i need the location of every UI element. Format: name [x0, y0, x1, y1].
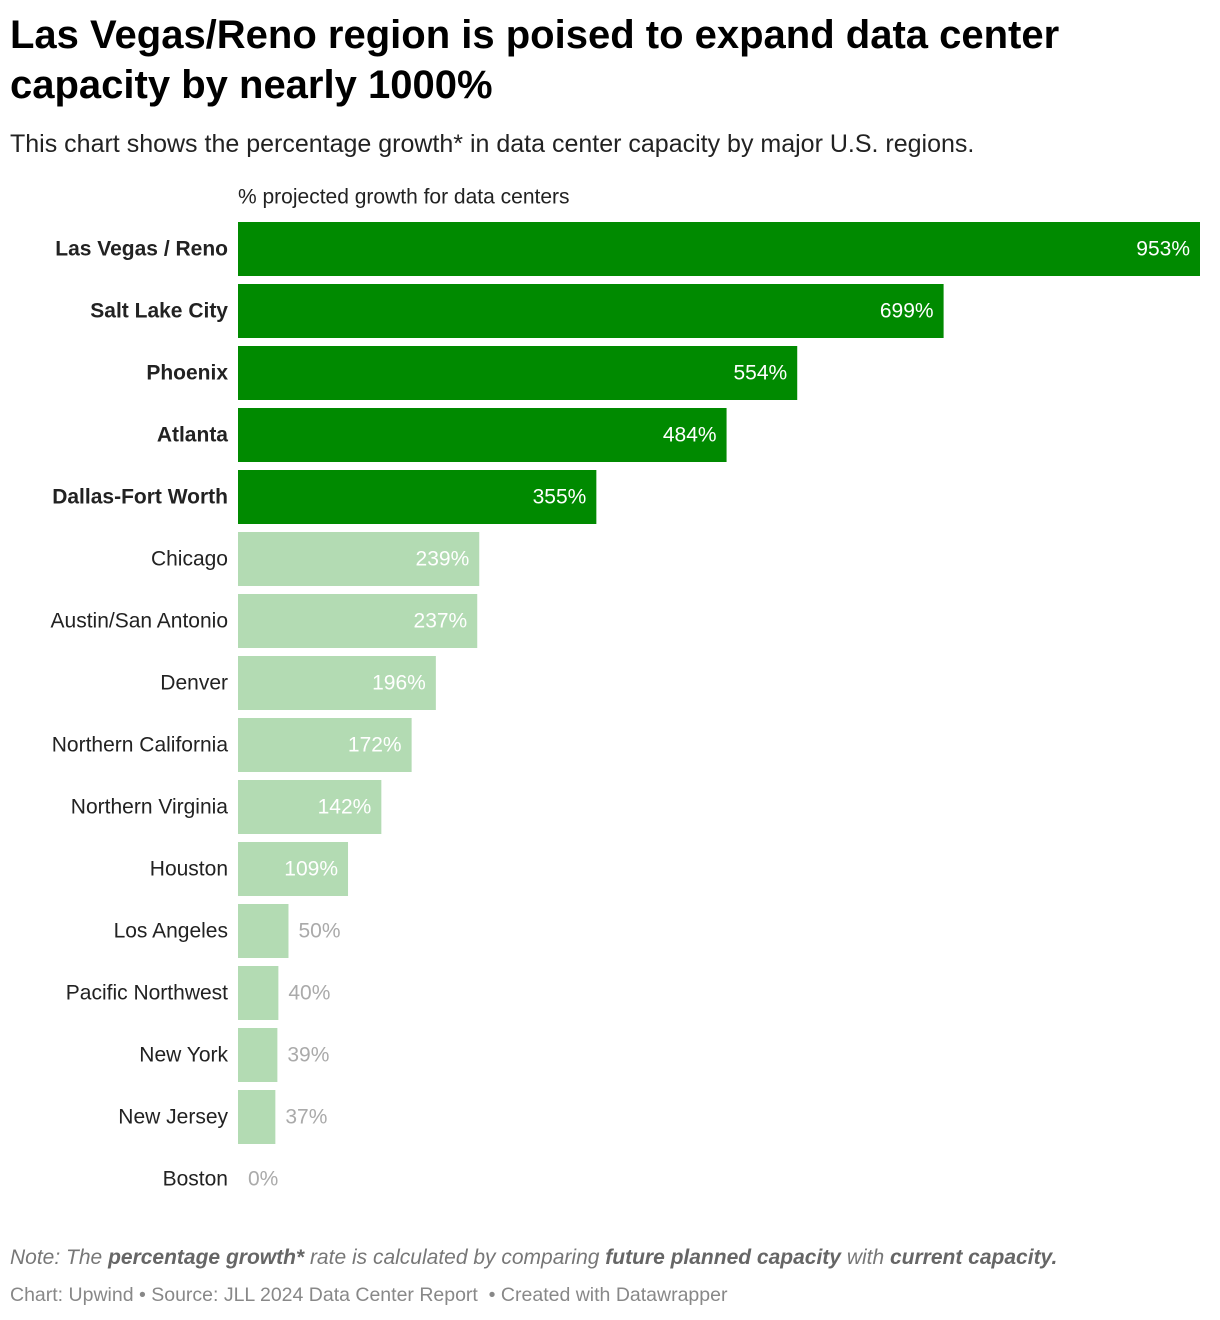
bar: [238, 346, 798, 400]
note-part: rate is calculated by comparing: [304, 1246, 606, 1269]
value-label: 699%: [880, 300, 934, 323]
value-label: 239%: [416, 548, 470, 571]
value-label: 554%: [734, 362, 788, 385]
bar: [238, 1028, 278, 1082]
note: Note: The percentage growth* rate is cal…: [10, 1246, 1057, 1270]
chart-subtitle: This chart shows the percentage growth* …: [10, 130, 975, 158]
note-part: current capacity.: [890, 1246, 1058, 1269]
category-label: New York: [139, 1044, 228, 1067]
bar: [238, 966, 279, 1020]
value-label: 142%: [318, 796, 372, 819]
value-label: 953%: [1136, 238, 1190, 261]
bar: [238, 656, 436, 710]
category-label: Northern Virginia: [71, 796, 229, 819]
value-label: 484%: [663, 424, 717, 447]
category-label: Phoenix: [146, 362, 228, 385]
value-label: 172%: [348, 734, 402, 757]
note-part: percentage growth*: [108, 1246, 305, 1269]
category-label: Dallas-Fort Worth: [52, 486, 228, 509]
bar: [238, 408, 727, 462]
category-label: Denver: [160, 672, 228, 695]
value-label: 0%: [248, 1168, 278, 1191]
bar: [238, 594, 478, 648]
axis-label: % projected growth for data centers: [238, 186, 570, 209]
bar: [238, 284, 944, 338]
note-part: future planned capacity: [605, 1246, 841, 1269]
value-label: 39%: [287, 1044, 329, 1067]
category-label: Northern California: [52, 734, 229, 757]
note-part: Note: The: [10, 1246, 109, 1269]
bar: [238, 842, 349, 896]
category-label: Las Vegas / Reno: [55, 238, 228, 261]
chart-title: Las Vegas/Reno region is poised to expan…: [10, 13, 1060, 107]
bar: [238, 470, 597, 524]
value-label: 237%: [414, 610, 468, 633]
category-label: Atlanta: [157, 424, 228, 447]
bar: [238, 718, 412, 772]
category-label: New Jersey: [118, 1106, 228, 1129]
category-label: Pacific Northwest: [66, 982, 228, 1005]
value-label: 50%: [298, 920, 340, 943]
bar: [238, 1090, 276, 1144]
note-part: with: [840, 1246, 890, 1269]
category-label: Los Angeles: [114, 920, 228, 943]
bar: [238, 222, 1200, 276]
category-label: Chicago: [151, 548, 228, 571]
category-label: Houston: [150, 858, 228, 881]
category-label: Salt Lake City: [90, 300, 228, 323]
value-label: 40%: [288, 982, 330, 1005]
bar: [238, 532, 480, 586]
bar: [238, 780, 382, 834]
value-label: 37%: [285, 1106, 327, 1129]
value-label: 109%: [284, 858, 338, 881]
category-label: Boston: [163, 1168, 228, 1191]
value-label: 355%: [533, 486, 587, 509]
footer: Chart: Upwind • Source: JLL 2024 Data Ce…: [10, 1284, 728, 1306]
value-label: 196%: [372, 672, 426, 695]
bar: [238, 904, 289, 958]
category-label: Austin/San Antonio: [51, 610, 228, 633]
